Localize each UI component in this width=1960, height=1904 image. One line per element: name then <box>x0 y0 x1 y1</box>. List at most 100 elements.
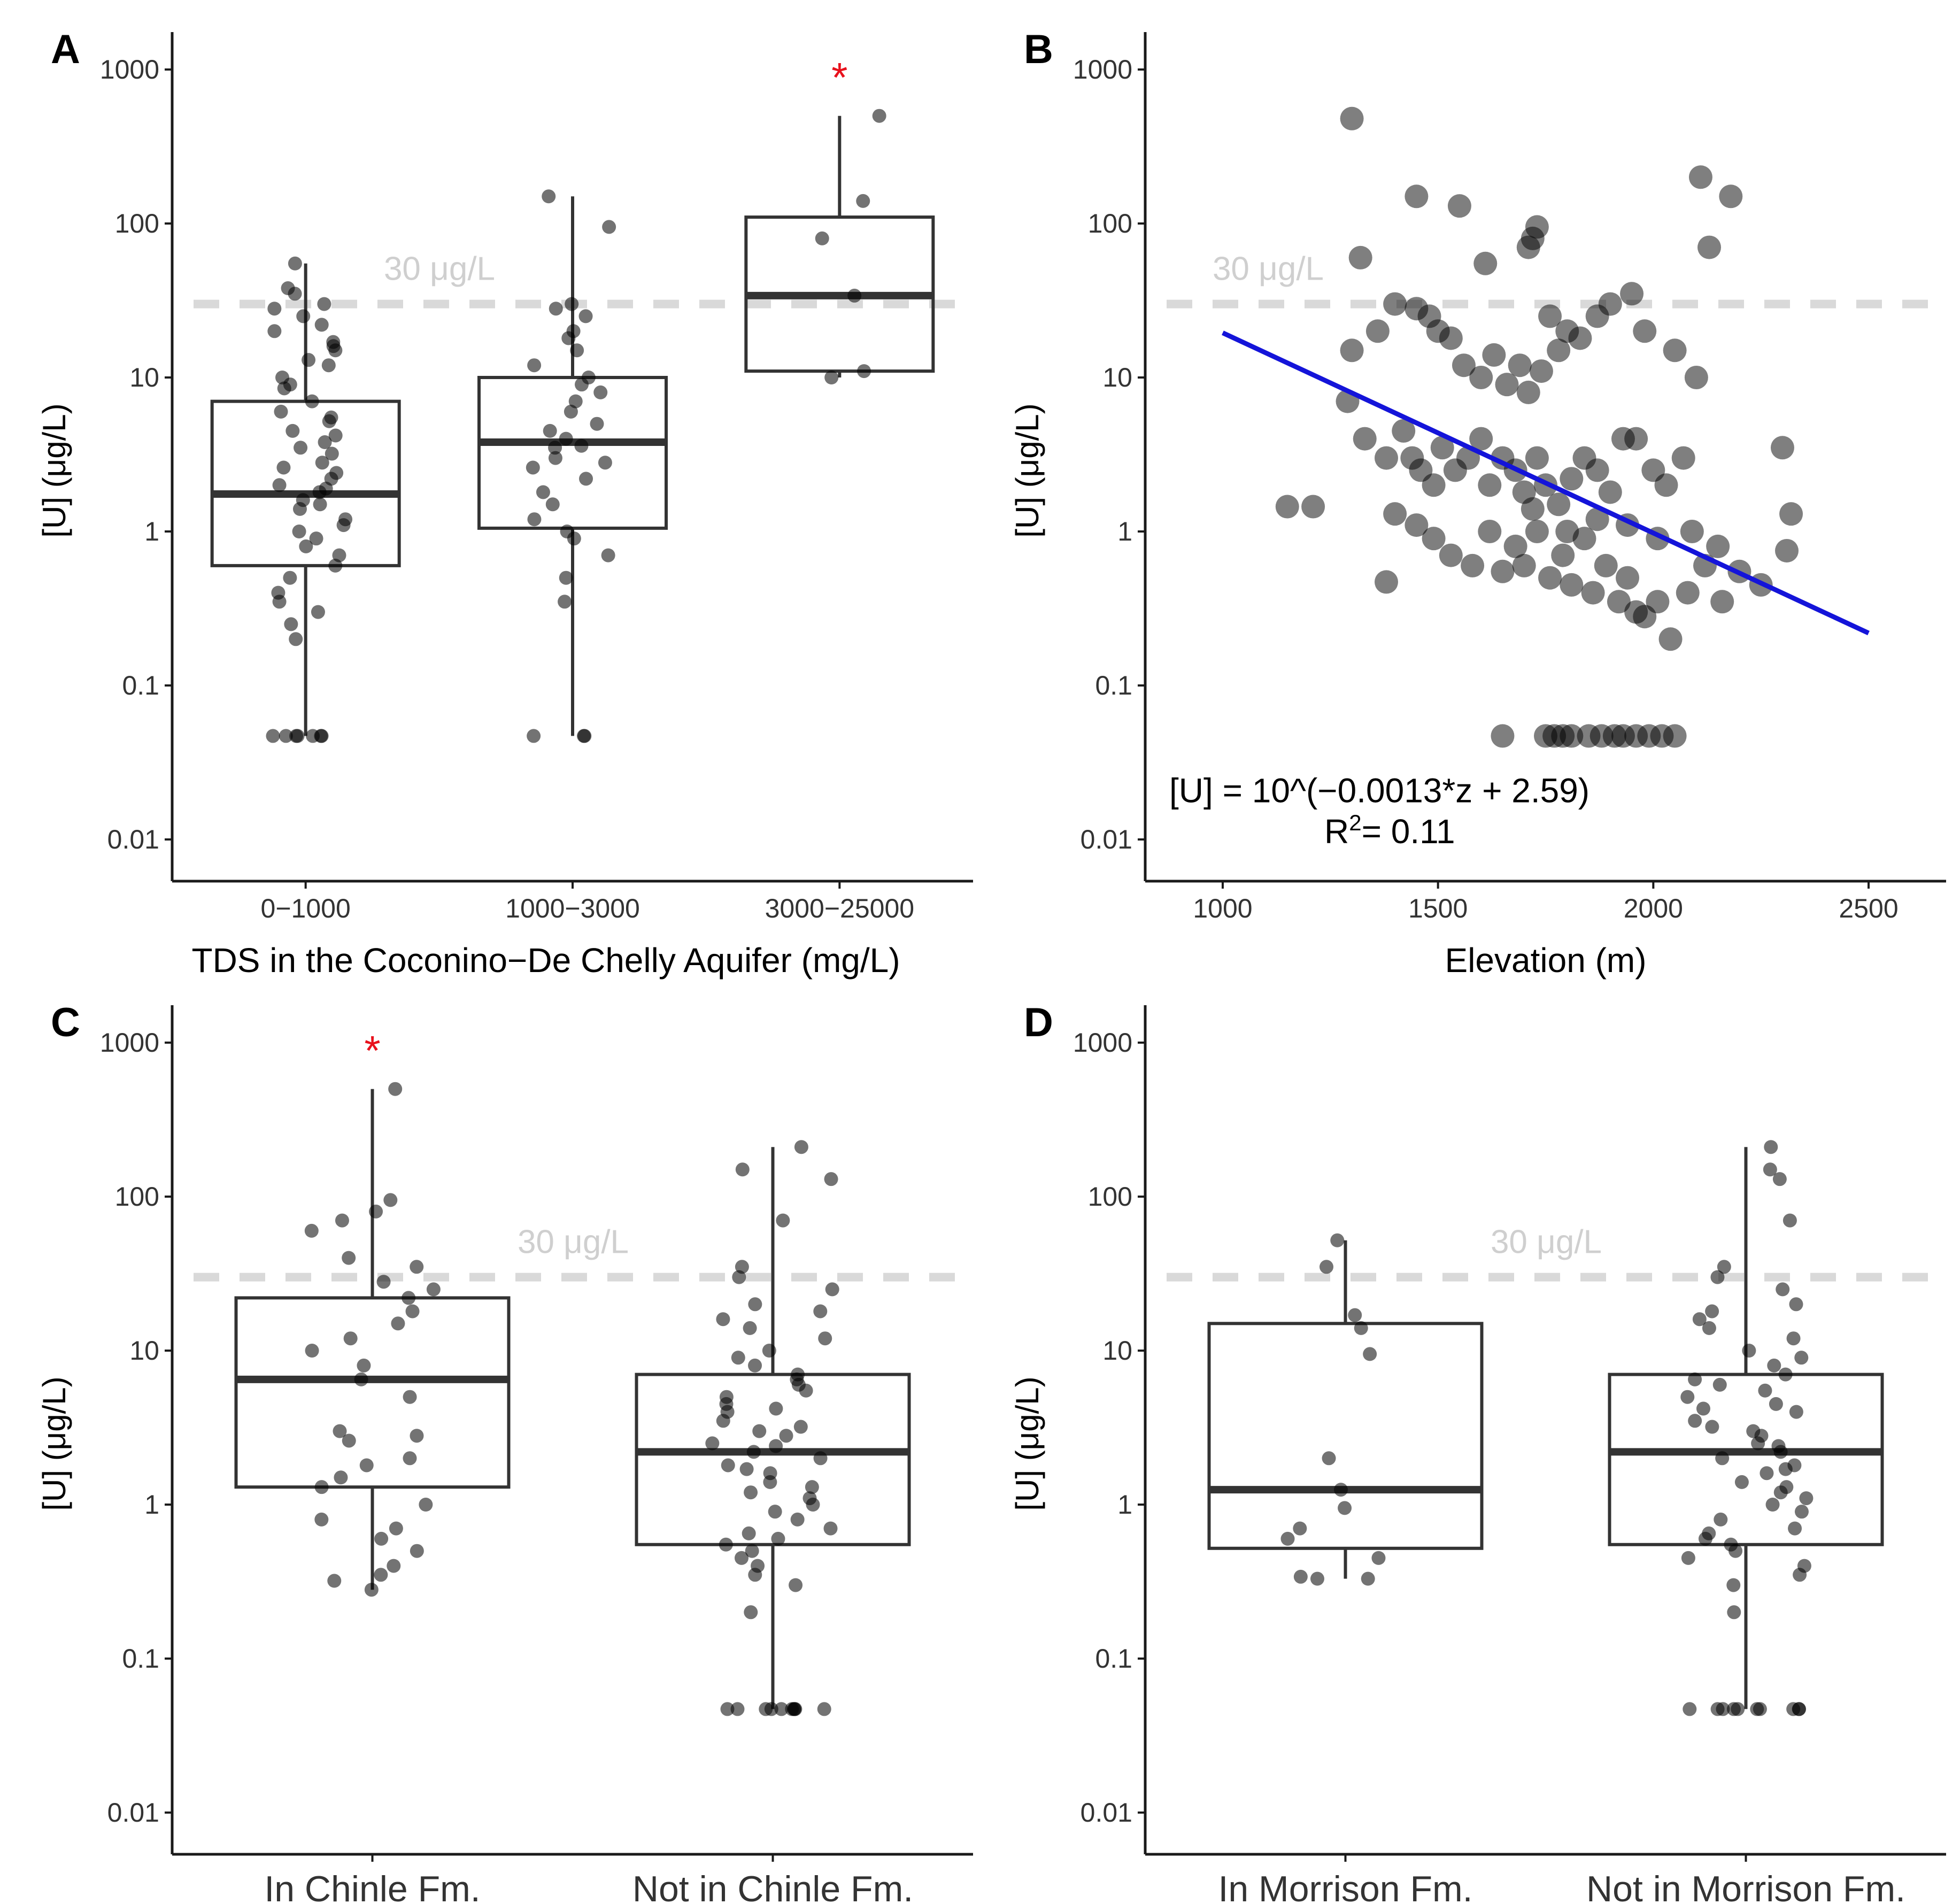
panel-letter: A <box>51 27 80 72</box>
data-point <box>313 497 327 512</box>
data-point <box>1538 566 1562 590</box>
data-point <box>281 281 295 296</box>
data-point <box>1516 380 1540 404</box>
y-axis-label: [U] (μg/L) <box>1009 1376 1045 1510</box>
data-point <box>1508 353 1532 377</box>
data-point <box>1646 590 1670 614</box>
data-point <box>742 1526 756 1540</box>
data-point <box>1710 1702 1725 1716</box>
data-point <box>790 1372 804 1386</box>
data-point <box>1715 1451 1730 1466</box>
data-point <box>763 1466 777 1481</box>
data-point <box>1361 1571 1375 1586</box>
panel-letter: C <box>51 1000 80 1045</box>
data-point <box>1765 1498 1780 1512</box>
data-point <box>1753 1702 1767 1716</box>
data-point <box>289 729 304 743</box>
data-point <box>314 1512 329 1527</box>
data-point <box>314 318 329 332</box>
data-point <box>318 435 332 450</box>
data-point <box>788 1702 802 1716</box>
data-point <box>1353 427 1377 451</box>
data-point <box>1681 1551 1695 1565</box>
data-point <box>294 441 308 455</box>
data-point <box>578 309 593 323</box>
data-point <box>1469 366 1493 389</box>
y-tick-label: 10 <box>129 363 159 392</box>
data-point <box>1581 581 1605 605</box>
x-tick-label: 2500 <box>1839 893 1898 923</box>
data-point <box>271 585 285 600</box>
data-point <box>598 456 612 470</box>
data-point <box>383 1193 398 1207</box>
data-point <box>1452 353 1476 377</box>
data-point <box>1478 520 1502 543</box>
data-point <box>779 1429 793 1443</box>
data-point <box>1301 495 1325 519</box>
data-point <box>1788 1521 1802 1536</box>
x-tick-label: In Morrison Fm. <box>1218 1869 1472 1904</box>
data-point <box>813 1451 828 1466</box>
data-point <box>1616 566 1640 590</box>
threshold-label: 30 μg/L <box>384 251 495 288</box>
data-point <box>1330 1233 1345 1247</box>
data-point <box>309 531 323 546</box>
data-point <box>1525 520 1549 543</box>
data-point <box>1354 1321 1368 1335</box>
data-point <box>768 1505 782 1519</box>
data-point <box>296 309 311 323</box>
data-point <box>566 324 581 338</box>
data-point <box>1525 215 1549 239</box>
data-point <box>1724 1537 1738 1552</box>
box <box>1608 1373 1884 1546</box>
data-point <box>1340 338 1364 363</box>
data-point <box>1746 1424 1761 1438</box>
data-point <box>1551 543 1575 567</box>
y-tick-label: 100 <box>115 1182 159 1212</box>
data-point <box>543 423 557 438</box>
data-point <box>285 423 300 438</box>
data-point <box>1799 1491 1814 1506</box>
data-point <box>325 446 339 461</box>
data-point <box>299 539 313 553</box>
x-tick-label: 0−1000 <box>261 893 351 923</box>
data-point <box>388 1082 403 1096</box>
y-tick-label: 10 <box>129 1336 159 1366</box>
y-tick-label: 0.01 <box>107 824 159 854</box>
data-point <box>813 1304 828 1319</box>
data-point <box>730 1702 745 1716</box>
data-point <box>1521 497 1545 521</box>
data-point <box>410 1429 424 1443</box>
y-tick-label: 100 <box>1088 1182 1132 1212</box>
data-point <box>328 428 343 443</box>
data-point <box>403 1390 417 1404</box>
data-point <box>326 339 341 353</box>
data-point <box>342 1251 356 1265</box>
data-point <box>1775 538 1799 562</box>
data-point <box>1688 1414 1702 1428</box>
y-tick-label: 1000 <box>100 55 159 84</box>
data-point <box>574 438 589 453</box>
data-point <box>1560 467 1584 491</box>
threshold-label: 30 μg/L <box>1491 1224 1602 1261</box>
y-tick-label: 0.01 <box>1081 1798 1132 1828</box>
data-point <box>559 571 573 585</box>
x-tick-label: Not in Chinle Fm. <box>632 1869 913 1904</box>
x-tick-label: 2000 <box>1624 893 1683 923</box>
data-point <box>815 231 829 245</box>
data-point <box>731 1351 745 1365</box>
data-point <box>1439 326 1463 350</box>
data-point <box>324 410 338 425</box>
data-point <box>1275 495 1299 519</box>
data-point <box>1340 106 1364 130</box>
data-point <box>321 358 336 373</box>
data-point <box>1525 446 1549 470</box>
threshold-label: 30 μg/L <box>1213 251 1324 288</box>
x-tick-label: In Chinle Fm. <box>264 1869 480 1904</box>
data-point <box>602 220 616 234</box>
data-point <box>1461 553 1485 577</box>
y-tick-label: 1 <box>1117 517 1132 546</box>
data-point <box>548 441 562 455</box>
data-point <box>403 1451 417 1466</box>
x-axis-label: TDS in the Coconino−De Chelly Aquifer (m… <box>191 941 900 980</box>
